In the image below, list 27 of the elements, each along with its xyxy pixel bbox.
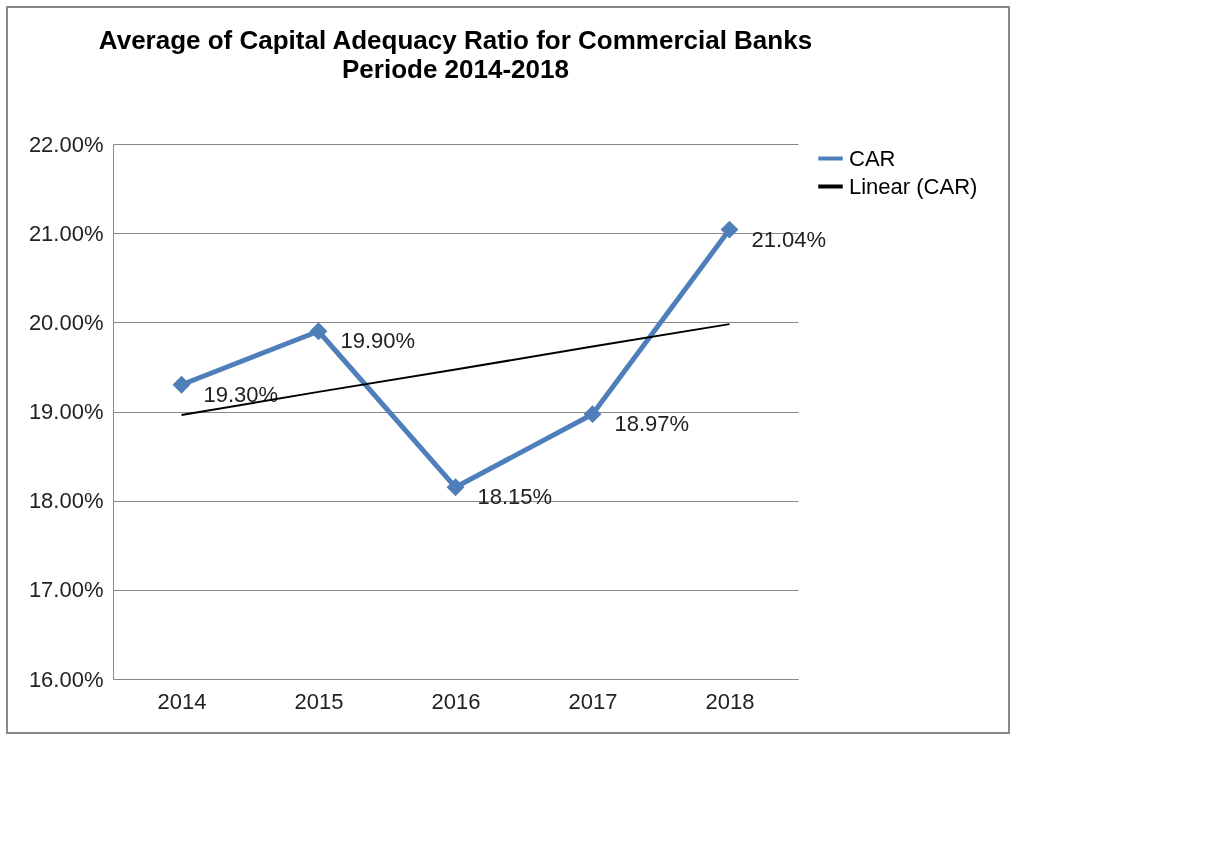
point xyxy=(583,405,602,424)
y-tick-label: 16.00% xyxy=(28,666,104,692)
y-tick-label: 21.00% xyxy=(28,220,104,246)
x-tick-label: 2018 xyxy=(705,688,755,714)
legend-label: CAR xyxy=(849,145,896,171)
point xyxy=(172,375,191,394)
data-label: 18.97% xyxy=(614,411,690,437)
x-tick-label: 2017 xyxy=(568,688,618,714)
y-tick-label: 20.00% xyxy=(28,309,104,335)
data-label: 21.04% xyxy=(751,226,827,252)
y-tick-label: 19.00% xyxy=(28,399,104,424)
x-tick-label: 2014 xyxy=(157,688,207,714)
point xyxy=(446,478,465,497)
chart-title: Average of Capital Adequacy Ratio for Commercial Banks xyxy=(98,25,813,55)
y-tick-label: 22.00% xyxy=(28,131,104,157)
data-label: 18.15% xyxy=(477,484,553,510)
data-label: 19.90% xyxy=(340,328,416,354)
data-label: 19.30% xyxy=(203,381,279,407)
x-tick-label: 2015 xyxy=(294,688,344,714)
y-tick-label: 18.00% xyxy=(28,488,104,514)
point xyxy=(309,322,328,341)
point xyxy=(720,220,739,239)
line-series xyxy=(180,323,731,417)
x-tick-label: 2016 xyxy=(431,688,481,714)
chart-subtitle: Periode 2014-2018 xyxy=(342,54,569,84)
y-tick-label: 17.00% xyxy=(28,577,104,603)
legend-label: Linear (CAR) xyxy=(849,173,978,199)
